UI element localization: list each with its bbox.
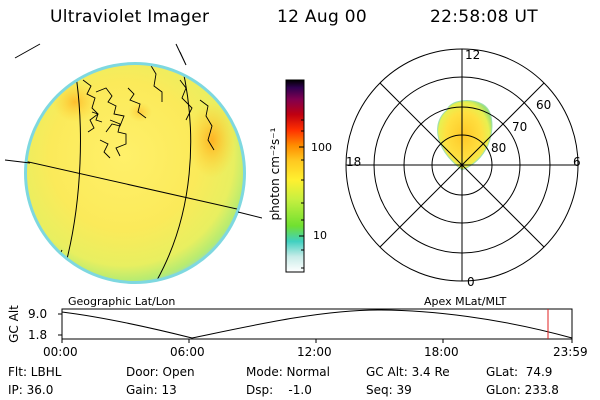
time-tick-1200: 12:00 [297,345,332,359]
status-mode: Mode: Normal [246,365,330,379]
color-bar-tick-10: 10 [313,229,327,242]
instrument-title: Ultraviolet Imager [50,7,210,27]
status-glat: GLat: 74.9 [486,365,553,379]
altitude-tick-max: 9.0 [28,307,48,321]
apex-projection-label: Apex MLat/MLT [424,295,507,308]
time-tick-2359: 23:59 [553,345,588,359]
time-tick-0000: 00:00 [43,345,78,359]
polar-mlt-plot [345,48,579,282]
status-door: Door: Open [126,365,195,379]
mlt-label-midnight: 0 [467,275,475,289]
time-tick-0600: 06:00 [170,345,205,359]
geographic-globe-image [4,43,262,284]
status-seq: Seq: 39 [366,383,412,397]
image-time: 22:58:08 UT [430,7,538,27]
altitude-axis-label: GC Alt [7,305,21,343]
mlt-label-dusk: 18 [346,155,362,169]
color-bar-unit-label: photon cm⁻²s⁻¹ [268,127,282,221]
image-date: 12 Aug 00 [277,7,367,27]
intensity-color-bar [285,79,305,273]
altitude-tick-min: 1.8 [28,328,48,342]
mlat-label-70: 70 [512,120,528,134]
status-dsp: Dsp: -1.0 [246,383,312,397]
color-bar-tick-100: 100 [311,141,332,154]
status-gc-alt: GC Alt: 3.4 Re [366,365,450,379]
mlat-label-60: 60 [536,98,552,112]
time-tick-1800: 18:00 [424,345,459,359]
altitude-timeline-plot [58,308,573,343]
mlat-label-80: 80 [491,141,507,155]
status-gain: Gain: 13 [126,383,177,397]
geographic-projection-label: Geographic Lat/Lon [68,295,176,308]
status-ip: IP: 36.0 [8,383,54,397]
status-filter: Flt: LBHL [8,365,62,379]
status-glon: GLon: 233.8 [486,383,559,397]
mlt-label-noon: 12 [465,48,481,62]
mlt-label-dawn: 6 [573,155,581,169]
